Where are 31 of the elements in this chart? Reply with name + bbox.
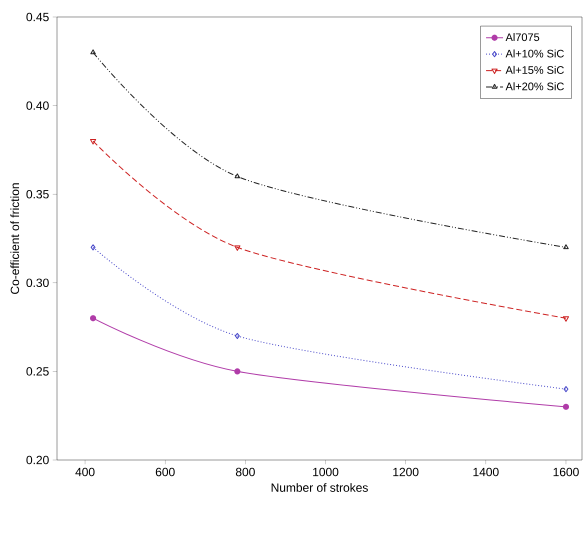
x-axis-title: Number of strokes [272, 483, 368, 492]
legend-label: Al+10% SiC [506, 49, 564, 58]
point [90, 139, 96, 145]
point [562, 316, 570, 322]
point [90, 244, 96, 250]
point [234, 245, 240, 251]
y-tick-label: 0.20 [26, 456, 49, 464]
point [564, 386, 568, 392]
point [234, 368, 240, 374]
point [234, 332, 240, 340]
x-tick-label: 600 [156, 468, 175, 476]
legend-label: Al+15% SiC [506, 66, 564, 74]
y-tick-label: 0.45 [26, 12, 49, 22]
x-tick-label: 1000 [313, 468, 338, 476]
legend-label: Al+20% SiC [506, 82, 564, 90]
x-tick-label: 1200 [393, 468, 418, 476]
y-axis-title: Co-efficient of friction [10, 183, 20, 294]
point [234, 173, 240, 178]
y-tick-label: 0.40 [26, 101, 49, 110]
x-tick-label: 1600 [554, 468, 579, 476]
point [90, 315, 96, 322]
y-tick-label: 0.35 [26, 190, 49, 198]
x-tick-label: 1400 [473, 468, 499, 476]
y-tick-label: 0.25 [26, 367, 49, 376]
point [563, 244, 569, 250]
legend-label: Al7075 [506, 33, 540, 42]
x-tick-label: 800 [236, 468, 255, 476]
point [562, 404, 570, 410]
point [90, 49, 96, 54]
x-tick-label: 400 [75, 468, 95, 476]
y-tick-label: 0.30 [26, 278, 49, 288]
